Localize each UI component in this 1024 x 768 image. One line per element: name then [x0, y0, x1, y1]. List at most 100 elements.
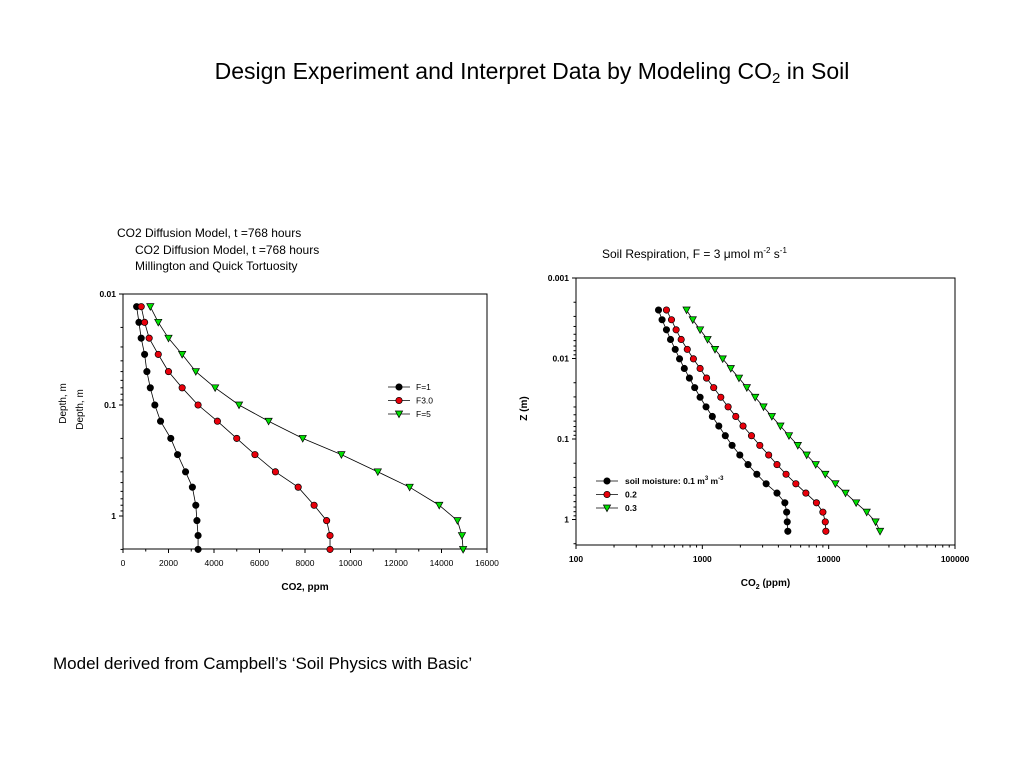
left-legend-label: F=5: [416, 409, 431, 419]
right-data-point: [744, 461, 752, 469]
left-legend-marker: [395, 396, 403, 405]
left-data-point: [435, 501, 444, 510]
left-data-point: [177, 351, 187, 359]
left-data-point: [146, 303, 155, 311]
right-data-point: [750, 393, 760, 402]
right-data-point: [675, 355, 684, 363]
right-data-point: [662, 326, 671, 334]
left-series-line: [136, 306, 199, 550]
left-y-axis-label: Depth, m: [75, 389, 86, 430]
left-data-point: [164, 334, 173, 343]
left-data-point: [164, 368, 173, 376]
right-y-tick-label: 0.01: [552, 354, 569, 364]
right-legend-label: 0.2: [625, 490, 637, 500]
right-data-point: [875, 527, 885, 536]
left-series-line: [149, 306, 464, 550]
right-legend-marker: [602, 504, 612, 513]
right-x-tick-label: 100: [569, 554, 583, 564]
right-x-tick-label: 100000: [941, 554, 970, 564]
right-data-point: [666, 335, 675, 344]
right-data-point: [689, 355, 697, 363]
right-data-point: [702, 403, 710, 411]
left-x-tick-label: 16000: [475, 558, 499, 568]
right-data-point: [831, 480, 840, 489]
left-x-tick-label: 8000: [296, 558, 315, 568]
left-data-point: [154, 350, 162, 358]
right-data-point: [677, 335, 685, 344]
left-data-point: [210, 384, 220, 393]
left-data-point: [251, 451, 259, 459]
right-data-point: [662, 306, 671, 314]
right-data-point: [708, 412, 716, 421]
left-data-point: [145, 334, 153, 342]
slide-title: Design Experiment and Interpret Data by …: [0, 58, 1024, 87]
right-data-point: [658, 316, 666, 324]
right-data-point: [695, 326, 705, 335]
right-data-point: [667, 316, 676, 324]
left-data-point: [141, 318, 149, 326]
left-x-tick-label: 6000: [250, 558, 269, 568]
left-data-point: [137, 303, 145, 311]
left-series-line: [140, 306, 331, 550]
left-x-tick-label: 0: [121, 558, 126, 568]
left-data-point: [188, 483, 196, 491]
left-y-axis-label: Depth, m: [58, 383, 69, 424]
right-data-point: [822, 527, 830, 535]
left-y-tick-label: 0.1: [104, 400, 116, 410]
right-data-point: [747, 432, 756, 440]
right-plot-frame: [575, 277, 956, 546]
right-data-point: [703, 374, 711, 382]
right-data-point: [710, 346, 720, 354]
left-legend-marker: [395, 383, 403, 391]
right-chart-title-exp2: -1: [779, 246, 787, 255]
right-data-point: [792, 480, 800, 488]
left-data-point: [193, 517, 201, 525]
left-chart-title-1: CO2 Diffusion Model, t =768 hours: [117, 226, 302, 240]
left-data-point: [234, 401, 244, 410]
slide-title-tail: in Soil: [780, 58, 850, 84]
right-data-point: [762, 480, 770, 488]
left-data-point: [174, 451, 182, 459]
left-data-point: [191, 368, 200, 376]
right-data-point: [685, 374, 693, 382]
left-data-point: [264, 417, 273, 426]
left-data-point: [294, 483, 302, 491]
left-y-tick-label: 1: [111, 511, 116, 521]
right-chart-title-mid: s: [770, 247, 780, 261]
right-series-line: [658, 309, 789, 532]
left-data-point: [156, 417, 165, 425]
right-data-point: [671, 345, 679, 353]
right-data-point: [710, 384, 718, 392]
left-data-point: [137, 334, 145, 342]
right-data-point: [703, 336, 712, 344]
right-data-point: [715, 422, 723, 430]
left-y-tick-label: 0.01: [99, 289, 116, 299]
right-data-point: [783, 518, 791, 526]
left-data-point: [141, 350, 149, 358]
right-data-point: [784, 527, 792, 535]
right-data-point: [682, 306, 691, 315]
right-data-point: [802, 489, 810, 497]
right-data-point: [742, 384, 752, 392]
right-data-point: [696, 393, 704, 401]
left-data-point: [337, 451, 346, 459]
right-data-point: [756, 441, 764, 449]
slide-title-subscript: 2: [772, 70, 781, 87]
left-data-point: [178, 384, 186, 392]
right-data-point: [726, 365, 735, 373]
right-data-point: [782, 470, 790, 478]
right-legend-name: 0.3: [625, 503, 637, 513]
left-data-point: [194, 531, 202, 540]
right-data-point: [781, 499, 789, 507]
right-data-point: [736, 451, 744, 459]
left-x-tick-label: 2000: [159, 558, 178, 568]
right-data-point: [821, 518, 829, 526]
right-data-point: [739, 422, 747, 430]
right-chart-title-mu: μ: [723, 247, 731, 261]
right-legend-exp2: -3: [718, 476, 724, 482]
right-data-point: [793, 442, 803, 450]
left-data-point: [310, 501, 318, 509]
right-data-point: [654, 306, 663, 314]
left-data-point: [323, 517, 331, 525]
